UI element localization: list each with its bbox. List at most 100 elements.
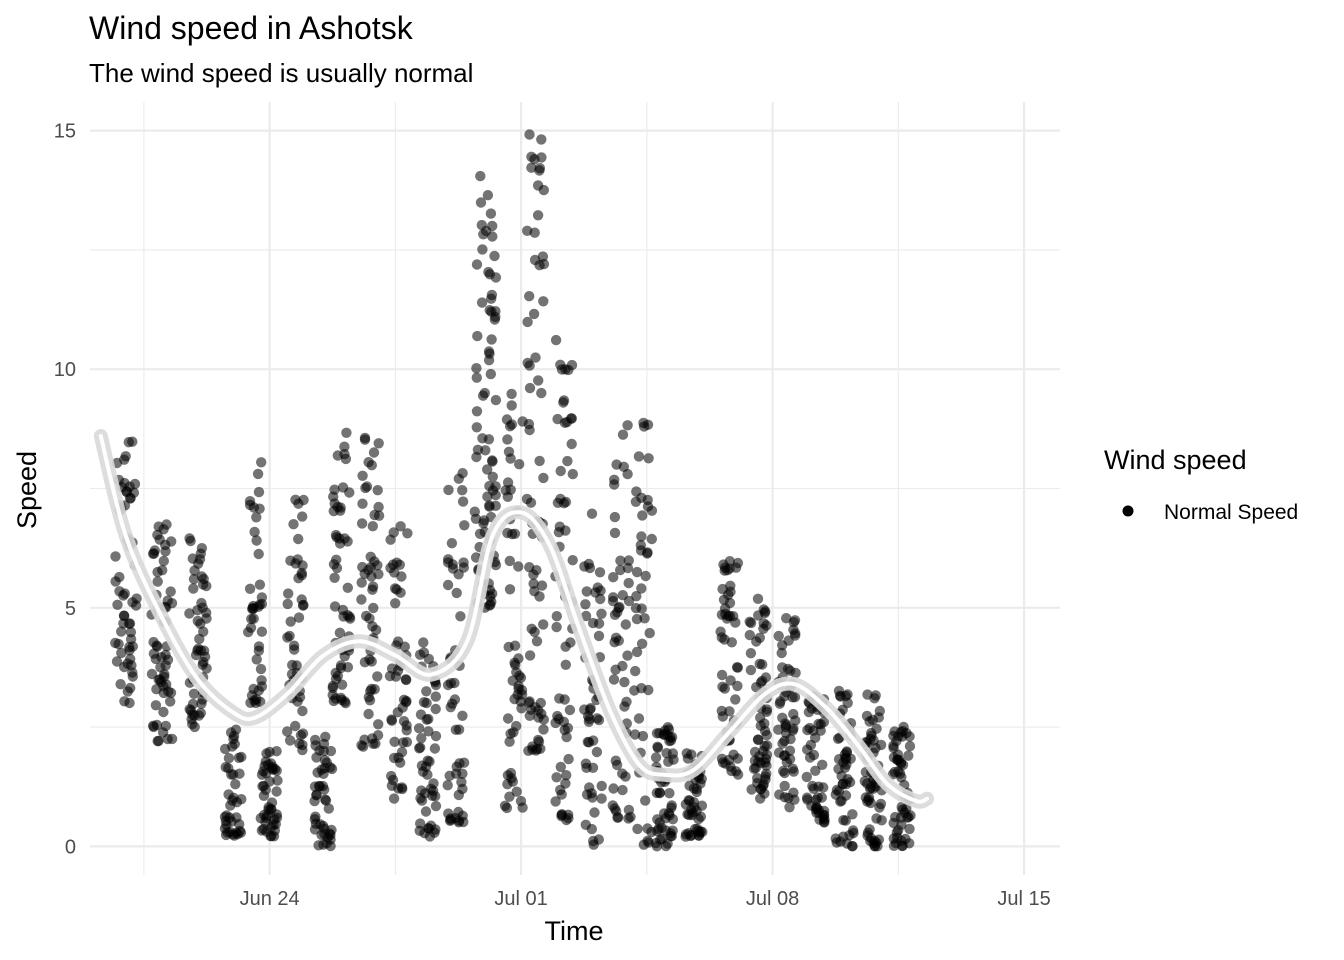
- data-point: [511, 786, 522, 797]
- data-point: [761, 704, 773, 715]
- data-point: [472, 330, 483, 342]
- data-point: [773, 630, 784, 642]
- data-point: [644, 627, 655, 639]
- data-point: [588, 839, 599, 850]
- data-point: [196, 597, 207, 609]
- data-point: [865, 797, 876, 809]
- data-point: [487, 455, 498, 466]
- data-point: [392, 707, 403, 718]
- data-point: [501, 414, 513, 425]
- data-point: [359, 432, 371, 444]
- data-point: [442, 780, 453, 791]
- data-point: [784, 753, 796, 765]
- data-point: [780, 728, 792, 739]
- data-point: [477, 244, 488, 255]
- data-point: [631, 591, 642, 602]
- data-point: [522, 357, 533, 369]
- data-point: [123, 618, 135, 629]
- data-point: [631, 646, 643, 658]
- data-point: [125, 493, 136, 504]
- chart-subtitle: The wind speed is usually normal: [89, 58, 473, 88]
- data-point: [875, 798, 887, 810]
- data-point: [252, 468, 264, 480]
- data-point: [890, 811, 901, 823]
- data-point: [513, 561, 524, 572]
- data-point: [319, 755, 331, 766]
- data-point: [146, 668, 158, 680]
- data-point: [402, 528, 413, 539]
- data-point: [777, 738, 788, 749]
- data-point: [154, 674, 166, 685]
- data-point: [390, 598, 401, 609]
- data-point: [457, 468, 468, 479]
- data-point: [119, 661, 130, 673]
- data-point: [474, 528, 486, 539]
- data-point: [297, 705, 308, 717]
- data-point: [818, 810, 830, 821]
- data-point: [389, 752, 400, 764]
- data-point: [790, 630, 801, 641]
- data-point: [225, 727, 237, 738]
- data-point: [888, 752, 900, 763]
- data-point: [223, 753, 235, 764]
- data-point: [562, 455, 573, 467]
- data-point: [753, 734, 764, 745]
- data-point: [524, 710, 535, 721]
- data-point: [636, 638, 648, 649]
- data-point: [667, 814, 679, 825]
- data-point: [532, 180, 544, 191]
- data-point: [457, 768, 468, 779]
- data-point: [608, 572, 619, 583]
- data-point: [124, 645, 135, 656]
- data-point: [745, 664, 757, 676]
- data-point: [236, 751, 247, 763]
- data-point: [534, 163, 546, 174]
- data-point: [401, 736, 413, 748]
- data-point: [522, 316, 533, 328]
- data-point: [586, 508, 598, 519]
- data-point: [487, 220, 498, 232]
- data-point: [454, 758, 465, 769]
- data-point: [538, 619, 549, 630]
- data-point: [476, 297, 488, 308]
- data-point: [550, 796, 561, 807]
- data-point: [290, 558, 301, 569]
- data-point: [428, 778, 439, 789]
- data-point: [220, 815, 232, 827]
- data-point: [609, 527, 621, 539]
- data-point: [561, 416, 573, 428]
- data-point: [425, 820, 437, 831]
- data-point: [753, 756, 764, 767]
- data-point: [612, 607, 623, 618]
- data-point: [594, 567, 606, 578]
- data-point: [652, 741, 663, 752]
- data-point: [458, 557, 469, 568]
- data-point: [450, 724, 462, 735]
- data-point: [295, 730, 307, 741]
- data-point: [122, 686, 133, 697]
- data-point: [513, 680, 524, 692]
- data-point: [754, 658, 765, 670]
- data-point: [551, 611, 562, 622]
- data-point: [560, 778, 571, 789]
- data-point: [831, 837, 842, 848]
- data-point: [636, 583, 647, 594]
- data-point: [339, 441, 350, 452]
- data-point: [131, 593, 142, 604]
- data-point: [418, 697, 430, 708]
- data-point: [368, 738, 379, 749]
- data-point: [608, 674, 620, 685]
- data-point: [654, 787, 665, 798]
- data-point: [288, 519, 299, 530]
- data-point: [861, 710, 873, 722]
- data-point: [243, 626, 254, 638]
- data-point: [482, 464, 493, 475]
- data-point: [551, 772, 562, 783]
- data-point: [298, 599, 309, 611]
- data-point: [330, 693, 341, 704]
- data-point: [248, 603, 259, 614]
- data-point: [629, 729, 641, 740]
- data-point: [755, 677, 767, 688]
- data-point: [363, 457, 374, 468]
- data-point: [148, 648, 160, 659]
